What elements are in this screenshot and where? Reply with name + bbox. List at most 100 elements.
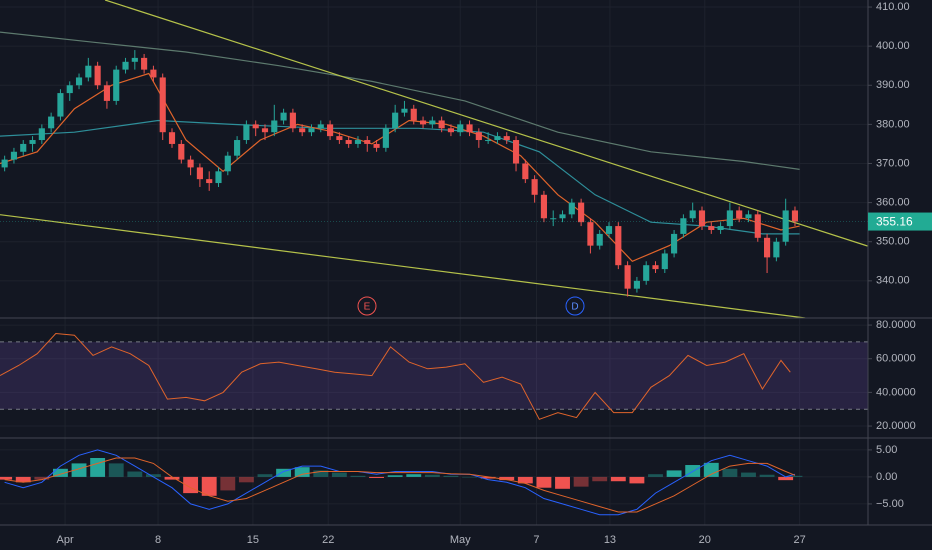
histogram-bar [52, 468, 68, 477]
candle-body [764, 237, 771, 258]
histogram-bar [201, 476, 217, 496]
indicator-line [0, 72, 800, 263]
candle-body [29, 140, 36, 144]
candle-body [671, 233, 678, 254]
histogram-bar [387, 475, 403, 477]
event-marker[interactable]: E [357, 296, 377, 316]
event-marker[interactable]: D [565, 296, 585, 316]
histogram-bar [778, 476, 794, 481]
y-tick-label: 80.0000 [876, 319, 916, 331]
candle-body [708, 226, 715, 230]
event-label[interactable]: E [364, 302, 371, 313]
candle-body [85, 65, 92, 78]
histogram-bar [703, 462, 719, 477]
rsi-band [0, 341, 868, 410]
indicator-line [0, 214, 806, 318]
x-tick-label: 7 [533, 534, 539, 546]
candle-body [485, 140, 492, 142]
candle-body [131, 57, 138, 62]
candle-body [271, 120, 278, 133]
candle-body [578, 202, 585, 223]
candle-body [624, 265, 631, 289]
candle-body [113, 69, 120, 101]
candle-body [550, 218, 557, 220]
candle-body [103, 85, 110, 101]
x-tick-label: Apr [57, 534, 74, 546]
candle-body [206, 179, 213, 184]
candle-body [587, 222, 594, 246]
signal-line [4, 457, 796, 513]
histogram-bar [294, 467, 310, 477]
candle-body [568, 202, 575, 215]
x-tick-label: 13 [604, 534, 616, 546]
histogram-bar [629, 476, 645, 484]
candle-body [522, 163, 529, 180]
candle-body [122, 61, 129, 70]
x-tick-label: 8 [155, 534, 161, 546]
candle-body [736, 210, 743, 219]
candle-body [168, 132, 176, 144]
histogram-bar [276, 468, 292, 477]
candle-body [299, 128, 306, 133]
rsi-line [0, 332, 791, 420]
candle-body [410, 108, 417, 121]
x-tick-label: 20 [699, 534, 711, 546]
rsi-pane [0, 332, 868, 420]
x-tick-label: 22 [322, 534, 334, 546]
histogram-bar [145, 474, 161, 477]
candle-body [559, 214, 566, 219]
candle-body [289, 112, 296, 129]
candle-body [364, 140, 371, 144]
candle-body [327, 124, 334, 137]
candle-body [308, 128, 315, 133]
histogram-bar [15, 476, 31, 483]
candle-body [317, 124, 324, 129]
candle-body [1, 159, 8, 168]
candle-body [57, 93, 64, 117]
candle-body [94, 65, 101, 86]
candle-body [717, 226, 724, 230]
x-tick-label: 27 [793, 534, 805, 546]
candle-body [38, 128, 45, 141]
event-label[interactable]: D [571, 302, 578, 313]
y-tick-label: 350.00 [876, 236, 910, 248]
histogram-bar [238, 476, 254, 483]
x-tick-label: May [450, 534, 471, 546]
histogram-bar [0, 476, 13, 480]
event-circle[interactable] [357, 296, 377, 316]
candle-body [698, 210, 706, 227]
indicator-line [0, 119, 800, 235]
candle-body [680, 218, 687, 234]
histogram-bar [127, 471, 143, 477]
candle-body [652, 265, 659, 270]
candle-body [224, 155, 231, 172]
candle-body [633, 280, 640, 289]
histogram-bar [648, 474, 663, 477]
candle-body [661, 253, 668, 270]
candle-body [66, 85, 73, 94]
candle-body [782, 210, 789, 242]
candle-body [596, 233, 603, 246]
candle-body [745, 214, 752, 219]
candle-body [336, 136, 343, 141]
macd-line [4, 449, 796, 516]
candle-body [252, 124, 259, 129]
event-circle[interactable] [565, 296, 585, 316]
histogram-bar [257, 474, 273, 477]
y-tick-label: −5.00 [876, 498, 904, 510]
candle-body [373, 143, 380, 148]
candle-body [280, 112, 287, 121]
histogram-bar [108, 463, 124, 477]
y-tick-label: 0.00 [876, 471, 897, 483]
macd-pane [0, 449, 803, 516]
histogram-bar [462, 476, 477, 478]
y-tick-label: 60.0000 [876, 353, 916, 365]
y-tick-label: 20.0000 [876, 420, 916, 432]
last-price-label: 355.16 [876, 215, 913, 229]
candle-body [10, 151, 18, 160]
grid [0, 0, 868, 525]
histogram-bar [741, 472, 756, 477]
candle-body [447, 128, 455, 133]
candle-body [20, 143, 27, 152]
